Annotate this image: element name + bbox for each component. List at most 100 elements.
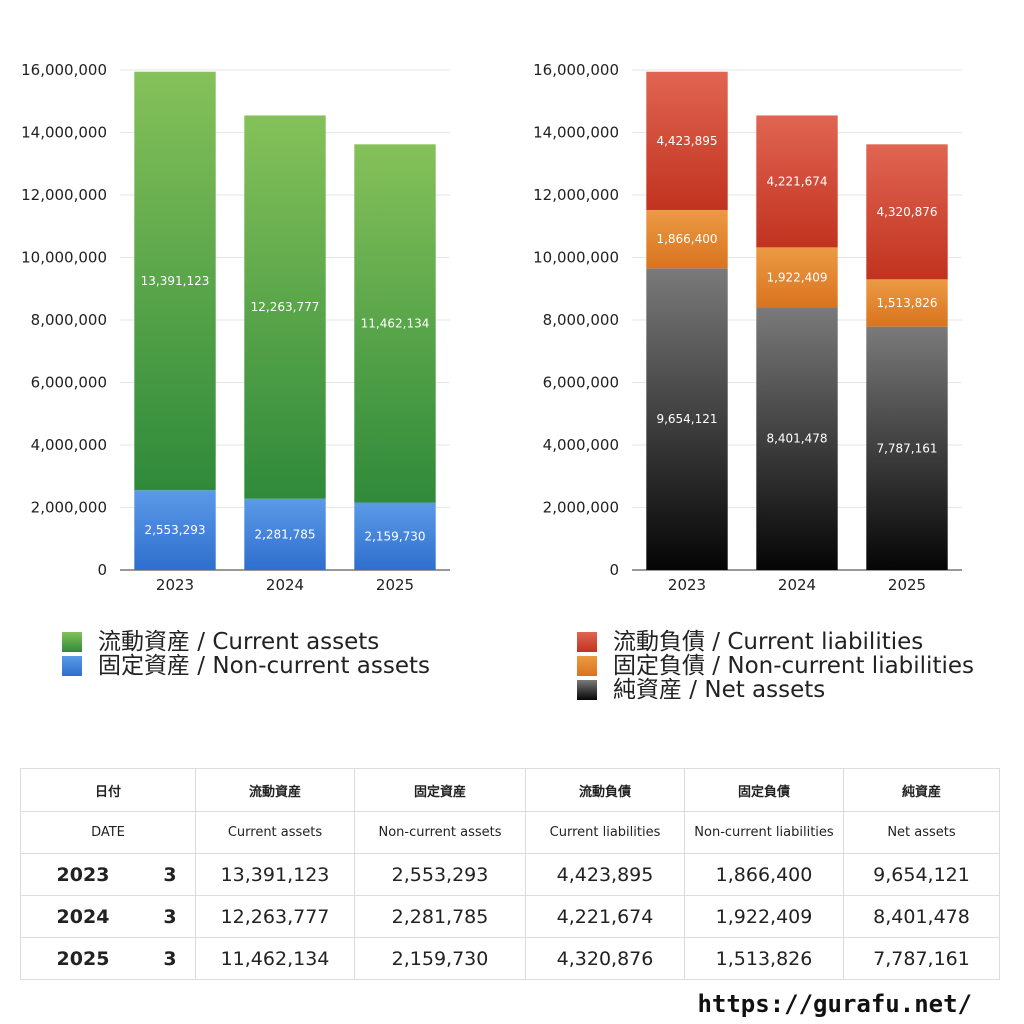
bar-segment xyxy=(134,490,216,570)
y-tick-label: 2,000,000 xyxy=(31,499,107,517)
table-header-row: 日付 流動資産 固定資産 流動負債 固定負債 純資産 xyxy=(20,768,1000,812)
bar-data-label: 12,263,777 xyxy=(251,300,320,314)
cell-cl: 4,320,876 xyxy=(525,937,685,980)
row-month: 3 xyxy=(145,895,196,938)
y-tick-label: 16,000,000 xyxy=(533,61,619,79)
header-ncl-en: Non-current liabilities xyxy=(684,811,844,854)
bar-data-label: 2,159,730 xyxy=(364,529,425,543)
cell-na: 7,787,161 xyxy=(843,937,1000,980)
assets-chart: 0 2,000,000 4,000,000 6,000,000 8,000,000 10,… xyxy=(21,61,450,594)
bar-segment xyxy=(756,247,838,308)
row-year: 2023 xyxy=(20,853,145,896)
x-tick-label: 2025 xyxy=(376,576,414,594)
header-nca: 固定資産 xyxy=(354,768,526,812)
y-tick-label: 6,000,000 xyxy=(543,374,619,392)
liabilities-chart: 0 2,000,000 4,000,000 6,000,000 8,000,000 10,… xyxy=(533,61,962,594)
bar-data-label: 1,866,400 xyxy=(656,232,717,246)
legend-swatch xyxy=(62,656,82,676)
table-row: 2025 3 11,462,134 2,159,730 4,320,876 1,… xyxy=(20,937,1000,980)
cell-cl: 4,221,674 xyxy=(525,895,685,938)
bar-data-label: 4,221,674 xyxy=(766,174,827,188)
x-tick-label: 2024 xyxy=(778,576,816,594)
bar-data-label: 8,401,478 xyxy=(766,432,827,446)
row-month: 3 xyxy=(145,853,196,896)
bar-segment xyxy=(646,71,728,210)
header-ca-en: Current assets xyxy=(195,811,355,854)
y-tick-label: 0 xyxy=(609,561,619,579)
site-url: https://gurafu.net/ xyxy=(697,990,972,1018)
legend-label: 固定負債 / Non-current liabilities xyxy=(613,653,974,679)
header-date: 日付 xyxy=(20,768,196,812)
x-tick-label: 2023 xyxy=(668,576,706,594)
cell-ca: 11,462,134 xyxy=(195,937,355,980)
bar-data-label: 2,281,785 xyxy=(254,527,315,541)
table-row: 2023 3 13,391,123 2,553,293 4,423,895 1,… xyxy=(20,853,1000,896)
bar-data-label: 7,787,161 xyxy=(876,441,937,455)
cell-na: 8,401,478 xyxy=(843,895,1000,938)
table-header-row: DATE Current assets Non-current assets C… xyxy=(20,811,1000,854)
legend-swatch xyxy=(577,656,597,676)
legend-item: 固定負債 / Non-current liabilities xyxy=(577,654,974,678)
bar-data-label: 13,391,123 xyxy=(141,274,210,288)
bar-data-label: 9,654,121 xyxy=(656,412,717,426)
y-tick-label: 12,000,000 xyxy=(533,186,619,204)
y-tick-label: 2,000,000 xyxy=(543,499,619,517)
y-tick-label: 16,000,000 xyxy=(21,61,107,79)
y-tick-label: 14,000,000 xyxy=(21,124,107,142)
cell-ncl: 1,513,826 xyxy=(684,937,844,980)
cell-nca: 2,159,730 xyxy=(354,937,526,980)
legend-label: 純資産 / Net assets xyxy=(613,677,826,703)
header-cl-en: Current liabilities xyxy=(525,811,685,854)
header-nca-en: Non-current assets xyxy=(354,811,526,854)
header-date-en: DATE xyxy=(20,811,196,854)
y-tick-label: 10,000,000 xyxy=(21,249,107,267)
cell-na: 9,654,121 xyxy=(843,853,1000,896)
data-table: 日付 流動資産 固定資産 流動負債 固定負債 純資産 DATE Current … xyxy=(20,768,1000,980)
bar-data-label: 4,423,895 xyxy=(656,134,717,148)
y-tick-label: 6,000,000 xyxy=(31,374,107,392)
legend-swatch xyxy=(577,680,597,700)
bar-segment xyxy=(866,279,948,327)
legend-swatch xyxy=(577,632,597,652)
y-tick-label: 10,000,000 xyxy=(533,249,619,267)
bar-segment xyxy=(354,502,436,570)
legend-item: 流動資産 / Current assets xyxy=(62,630,430,654)
y-tick-label: 14,000,000 xyxy=(533,124,619,142)
legend-label: 流動資産 / Current assets xyxy=(98,629,380,655)
bar-segment xyxy=(244,115,326,499)
row-month: 3 xyxy=(145,937,196,980)
bar-segment xyxy=(866,144,948,280)
bar-data-label: 4,320,876 xyxy=(876,205,937,219)
bar-data-label: 11,462,134 xyxy=(361,316,430,330)
cell-nca: 2,281,785 xyxy=(354,895,526,938)
legend-item: 流動負債 / Current liabilities xyxy=(577,630,974,654)
legend-label: 流動負債 / Current liabilities xyxy=(613,629,924,655)
x-tick-label: 2023 xyxy=(156,576,194,594)
bar-data-label: 2,553,293 xyxy=(144,523,205,537)
legend-label: 固定資産 / Non-current assets xyxy=(98,653,431,679)
header-ca: 流動資産 xyxy=(195,768,355,812)
table-row: 2024 3 12,263,777 2,281,785 4,221,674 1,… xyxy=(20,895,1000,938)
header-ncl: 固定負債 xyxy=(684,768,844,812)
legend-swatch xyxy=(62,632,82,652)
cell-ca: 12,263,777 xyxy=(195,895,355,938)
bar-segment xyxy=(866,326,948,570)
legend-item: 純資産 / Net assets xyxy=(577,678,974,702)
x-tick-label: 2025 xyxy=(888,576,926,594)
x-tick-label: 2024 xyxy=(266,576,304,594)
bar-segment xyxy=(354,144,436,503)
bar-segment xyxy=(756,115,838,248)
cell-ca: 13,391,123 xyxy=(195,853,355,896)
bar-segment xyxy=(646,268,728,570)
bar-segment xyxy=(244,498,326,570)
bar-segment xyxy=(134,71,216,491)
header-cl: 流動負債 xyxy=(525,768,685,812)
row-year: 2024 xyxy=(20,895,145,938)
y-tick-label: 12,000,000 xyxy=(21,186,107,204)
bar-segment xyxy=(756,307,838,570)
header-na: 純資産 xyxy=(843,768,1000,812)
row-year: 2025 xyxy=(20,937,145,980)
cell-nca: 2,553,293 xyxy=(354,853,526,896)
bar-data-label: 1,922,409 xyxy=(766,270,827,284)
cell-cl: 4,423,895 xyxy=(525,853,685,896)
